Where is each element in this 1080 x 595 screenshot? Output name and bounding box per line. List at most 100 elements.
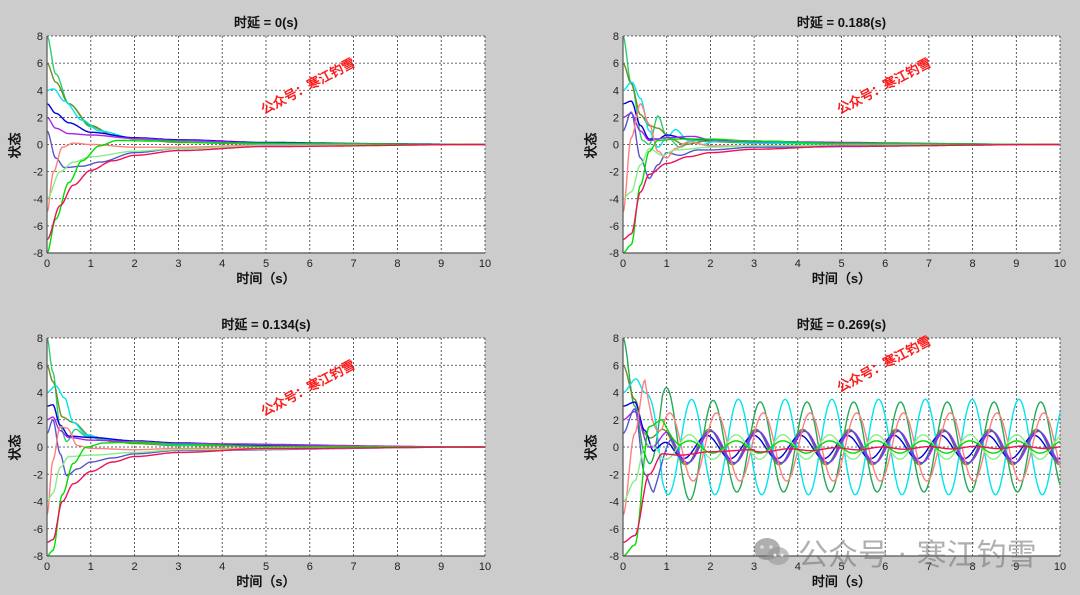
y-tick-label: -8 (33, 551, 43, 563)
x-tick-label: 2 (707, 258, 713, 270)
series-line-x3 (622, 378, 1061, 496)
x-tick-label: 8 (970, 258, 976, 270)
x-tick-label: 4 (795, 561, 801, 573)
x-axis-label: 时间（s） (236, 271, 296, 286)
y-tick-label: 4 (37, 85, 43, 97)
plot-title: 时延 = 0.134(s) (221, 317, 311, 332)
x-tick-label: 7 (926, 258, 932, 270)
series-line-x10 (46, 446, 485, 544)
x-tick-label: 7 (351, 561, 357, 573)
x-tick-label: 4 (795, 258, 801, 270)
x-tick-label: 3 (751, 561, 757, 573)
series-line-x10 (46, 143, 485, 241)
x-tick-label: 10 (1054, 258, 1066, 270)
x-tick-label: 2 (707, 561, 713, 573)
x-tick-label: 8 (394, 258, 400, 270)
x-tick-label: 8 (394, 561, 400, 573)
y-tick-label: 2 (613, 415, 619, 427)
x-tick-label: 6 (307, 258, 313, 270)
y-tick-label: 8 (613, 31, 619, 43)
y-tick-label: 6 (613, 58, 619, 70)
x-tick-label: 7 (926, 561, 932, 573)
x-tick-label: 5 (263, 561, 269, 573)
y-tick-label: 8 (37, 31, 43, 43)
y-tick-label: 6 (37, 58, 43, 70)
y-tick-label: -2 (609, 167, 619, 179)
y-tick-label: -4 (33, 497, 43, 509)
y-tick-label: -4 (33, 194, 43, 206)
series-line-x9 (46, 139, 485, 254)
x-tick-label: 5 (263, 258, 269, 270)
series-line-x6 (622, 408, 1061, 494)
y-tick-label: 0 (613, 140, 619, 152)
y-tick-label: 0 (37, 442, 43, 454)
y-tick-label: 0 (37, 140, 43, 152)
y-tick-label: 8 (37, 333, 43, 345)
x-axis-label: 时间（s） (811, 574, 872, 589)
series-line-x10 (622, 143, 1060, 241)
x-tick-label: 3 (751, 258, 757, 270)
y-tick-label: -4 (609, 497, 619, 509)
x-tick-label: 1 (664, 561, 670, 573)
x-tick-label: 9 (438, 561, 444, 573)
plot-title: 时延 = 0(s) (234, 15, 298, 30)
x-tick-label: 1 (664, 258, 670, 270)
plot-title: 时延 = 0.269(s) (796, 317, 887, 332)
x-tick-label: 8 (970, 561, 976, 573)
x-tick-label: 10 (479, 258, 491, 270)
y-tick-label: -6 (33, 221, 43, 233)
y-tick-label: -4 (609, 194, 619, 206)
x-tick-label: 6 (882, 258, 888, 270)
x-tick-label: 6 (882, 561, 888, 573)
x-tick-label: 3 (175, 258, 181, 270)
x-tick-label: 5 (838, 561, 844, 573)
y-tick-label: 2 (37, 112, 43, 124)
x-tick-label: 0 (44, 258, 50, 270)
series-line-x5 (622, 410, 1061, 464)
x-tick-label: 9 (438, 258, 444, 270)
series-line-x9 (622, 419, 1061, 557)
y-tick-label: 6 (37, 360, 43, 372)
x-tick-label: 10 (479, 561, 491, 573)
x-tick-label: 6 (307, 561, 313, 573)
y-tick-label: -6 (609, 524, 619, 536)
y-tick-label: -6 (33, 524, 43, 536)
wechat-icon (752, 536, 792, 568)
x-tick-label: 9 (1013, 561, 1019, 573)
x-tick-label: 0 (620, 561, 626, 573)
y-tick-label: 4 (37, 388, 43, 400)
y-tick-label: 4 (613, 85, 619, 97)
watermark-overlay: 公众号 · 寒江钓雪 (752, 530, 1037, 574)
x-axis-label: 时间（s） (811, 271, 872, 286)
series-line-x10 (622, 445, 1061, 544)
series-line-x1 (622, 337, 1061, 501)
y-tick-label: -8 (609, 248, 619, 260)
y-tick-label: 2 (37, 415, 43, 427)
x-tick-label: 10 (1054, 561, 1066, 573)
y-tick-label: -2 (609, 469, 619, 481)
plot-title: 时延 = 0.188(s) (796, 15, 887, 30)
x-tick-label: 1 (88, 258, 94, 270)
y-tick-label: -2 (33, 469, 43, 481)
watermark-overlay-text: 公众号 · 寒江钓雪 (798, 538, 1037, 573)
x-tick-label: 3 (175, 561, 181, 573)
x-tick-label: 4 (219, 258, 225, 270)
x-tick-label: 2 (132, 561, 138, 573)
y-tick-label: 6 (613, 360, 619, 372)
x-tick-label: 2 (132, 258, 138, 270)
y-tick-label: 8 (613, 333, 619, 345)
x-axis-label: 时间（s） (236, 574, 296, 589)
x-tick-label: 5 (838, 258, 844, 270)
x-tick-label: 0 (620, 258, 626, 270)
y-tick-label: 0 (613, 442, 619, 454)
x-tick-label: 9 (1013, 258, 1019, 270)
series-line-x7 (622, 378, 1061, 516)
x-tick-label: 7 (351, 258, 357, 270)
x-tick-label: 0 (44, 561, 50, 573)
y-tick-label: 4 (613, 388, 619, 400)
y-tick-label: -2 (33, 167, 43, 179)
y-tick-label: -8 (33, 248, 43, 260)
